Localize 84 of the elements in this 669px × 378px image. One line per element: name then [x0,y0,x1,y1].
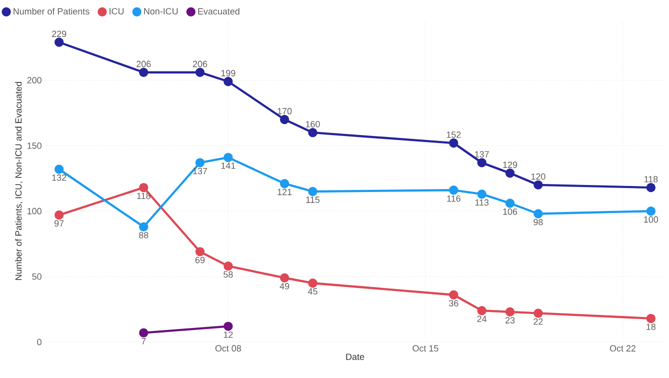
point [534,209,543,218]
legend-label: Non-ICU [144,8,178,14]
data-label: 106 [503,208,518,215]
data-label: 22 [534,318,543,325]
point [54,164,64,174]
data-label: 132 [52,174,66,181]
data-label: 116 [447,195,460,202]
data-label: 115 [306,196,320,203]
point [449,138,458,148]
legend-label: ICU [110,8,124,14]
y-tick-label: 150 [28,142,42,149]
data-label: 206 [136,60,151,68]
point [280,273,290,282]
data-label: 129 [503,162,518,168]
point [224,261,233,271]
data-label: 98 [534,218,543,226]
point [139,182,148,192]
data-label: 121 [278,188,292,196]
point [505,168,515,178]
point [224,152,233,162]
point [477,189,486,199]
data-label: 23 [505,317,515,324]
point [646,182,656,192]
x-tick-label: Oct 15 [412,345,438,352]
data-label: 45 [308,288,318,295]
point [505,198,515,208]
x-tick-label: Oct 22 [610,345,636,352]
data-label: 69 [195,256,205,264]
y-tick-label: 200 [27,77,42,84]
point [308,278,318,288]
x-axis-title: Date [346,354,364,360]
legend-label: Number of Patients [14,8,90,15]
data-label: 36 [448,300,458,306]
data-label: 229 [52,30,66,38]
point [534,308,543,318]
data-label: 88 [139,232,148,238]
point [477,306,486,316]
data-label: 152 [446,131,461,138]
point [224,322,233,331]
point [477,158,486,168]
data-label: 199 [221,70,236,76]
point [280,114,290,124]
data-label: 49 [280,283,290,290]
point [280,179,290,188]
data-label: 24 [477,316,487,322]
point [139,222,148,232]
point [54,210,64,220]
point [646,314,656,324]
point [646,206,656,216]
data-label: 7 [142,338,146,344]
y-tick-label: 100 [28,208,42,214]
y-tick-label: 50 [32,273,42,280]
point [195,247,205,256]
data-label: 58 [224,271,233,278]
data-label: 118 [137,192,150,200]
point [308,186,318,196]
data-label: 137 [193,168,208,174]
legend-label: Evacuated [198,8,240,15]
x-tick-label: Oct 08 [215,345,241,352]
point [195,158,205,168]
data-label: 118 [644,176,658,182]
data-label: 97 [54,220,64,227]
data-label: 137 [475,151,489,158]
point [54,38,64,47]
data-label: 170 [278,108,292,114]
y-tick-label: 0 [37,338,42,346]
data-label: 120 [531,173,546,180]
point [449,290,458,300]
point [139,68,148,77]
point [505,307,515,316]
data-label: 12 [224,331,233,338]
point [308,128,318,138]
y-axis-title: Number of Patients, ICU, Non-ICU and Evacuated [15,82,23,280]
data-label: 206 [192,60,208,68]
data-label: 113 [475,199,489,206]
point [195,68,205,77]
data-label: 100 [644,216,658,223]
data-label: 18 [646,324,656,330]
point [534,180,543,190]
data-label: 141 [221,162,236,169]
point [449,186,458,195]
data-label: 160 [306,121,320,128]
point [139,328,148,338]
point [224,76,233,86]
